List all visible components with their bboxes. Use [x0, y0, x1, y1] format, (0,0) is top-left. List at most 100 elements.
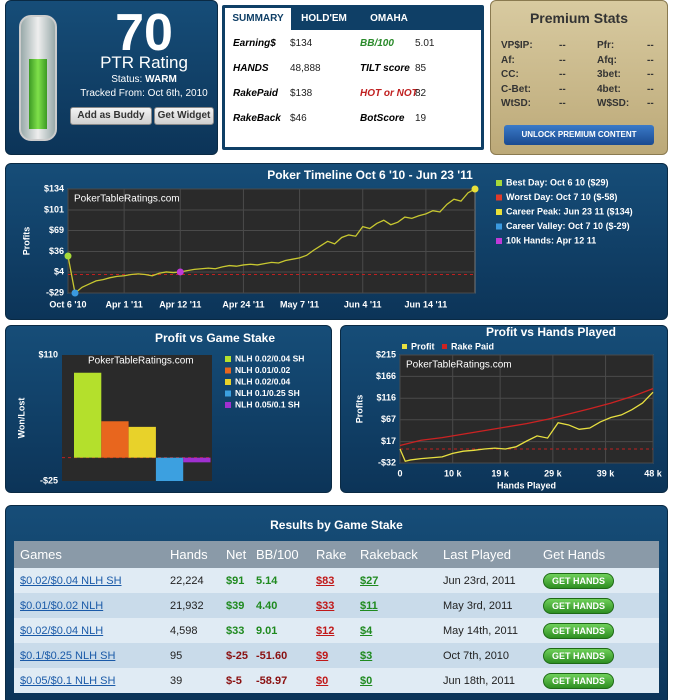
x-axis-label: Hands Played: [497, 480, 556, 490]
rake-link[interactable]: $9: [316, 649, 329, 662]
y-tick-label: $116: [376, 393, 396, 403]
get-hands-button[interactable]: GET HANDS: [543, 622, 615, 639]
tab[interactable]: HOLD'EM: [301, 13, 347, 24]
rake-link[interactable]: $83: [316, 574, 335, 587]
charts: Poker Timeline Oct 6 '10 - Jun 23 '11 Pro…: [38, 168, 654, 490]
game-link[interactable]: $0.05/$0.1 NLH SH: [20, 674, 116, 687]
stat-label: Earning$: [233, 38, 276, 49]
stat-label: BB/100: [360, 38, 394, 49]
x-tick-label: Oct 6 '10: [49, 299, 86, 309]
tab[interactable]: OMAHA: [370, 13, 408, 24]
premium-label: 3bet:: [597, 69, 621, 80]
table-cell: 22,224: [164, 568, 220, 593]
cell-value: 4.40: [256, 599, 278, 612]
rakeback-link[interactable]: $27: [360, 574, 379, 587]
buddy-button[interactable]: Add as Buddy: [70, 107, 152, 125]
rating-value: 70: [115, 4, 173, 62]
cell-value: 21,932: [170, 599, 204, 612]
table-cell: $0.1/$0.25 NLH SH: [14, 643, 164, 668]
stat-label: RakePaid: [233, 88, 279, 99]
game-link[interactable]: $0.01/$0.02 NLH: [20, 599, 104, 612]
premium-label: C-Bet:: [501, 83, 531, 95]
bar: [74, 372, 102, 458]
unlock-button[interactable]: UNLOCK PREMIUM CONTENT: [504, 125, 654, 145]
table-cell: -58.97: [250, 668, 310, 693]
watermark: PokerTableRatings.com: [406, 360, 512, 371]
widget-button[interactable]: Get Widget: [154, 107, 214, 125]
stat-label: TILT score: [360, 63, 410, 74]
cell-value: 39: [170, 674, 183, 687]
rake-link[interactable]: $0: [316, 674, 329, 687]
bar: [101, 421, 129, 458]
column-header: Get Hands: [537, 541, 659, 568]
rake-link[interactable]: $12: [316, 624, 335, 637]
stat-value: 82: [415, 88, 427, 99]
game-link[interactable]: $0.02/$0.04 NLH: [20, 624, 104, 637]
x-tick-label: 10 k: [444, 468, 463, 478]
legend-swatch: [402, 344, 407, 349]
table-cell: GET HANDS: [537, 568, 659, 593]
chart-title: Poker Timeline Oct 6 '10 - Jun 23 '11: [267, 168, 473, 182]
legend-swatch: [496, 209, 502, 215]
x-tick-label: Jun 14 '11: [405, 299, 448, 309]
premium-label: VP$IP:: [501, 40, 533, 51]
y-tick-label: $17: [381, 436, 396, 446]
table-cell: May 3rd, 2011: [437, 593, 537, 618]
event-marker: [471, 185, 479, 193]
event-marker: [176, 268, 184, 276]
stat-label: BotScore: [360, 113, 405, 124]
premium-value: --: [559, 98, 566, 109]
rakeback-link[interactable]: $3: [360, 649, 373, 662]
header-row: Games Hands Net BB/100 Rake Rakeback Last Play…: [14, 541, 659, 568]
y-axis-label: Profits: [354, 395, 364, 424]
x-tick-label: Apr 1 '11: [106, 299, 143, 309]
stat-value: $46: [290, 113, 307, 124]
rake-link[interactable]: $33: [316, 599, 335, 612]
rakeback-link[interactable]: $11: [360, 599, 378, 612]
legend-label: Best Day: Oct 6 10 ($29): [506, 177, 609, 187]
plot-area: [67, 188, 476, 294]
cell-value: Jun 18th, 2011: [443, 674, 515, 687]
cell-value: 95: [170, 649, 183, 662]
y-tick-label: $110: [38, 349, 58, 359]
table-cell: $0.01/$0.02 NLH: [14, 593, 164, 618]
column-header: Rake: [310, 541, 354, 568]
y-tick-label: -$29: [46, 287, 64, 297]
legend-label: Career Peak: Jun 23 11 ($134): [506, 206, 633, 216]
rakeback-link[interactable]: $0: [360, 674, 373, 687]
rakeback-link[interactable]: $4: [360, 624, 373, 637]
tab[interactable]: SUMMARY: [225, 8, 291, 30]
y-tick-label: $67: [381, 414, 396, 424]
legend-swatch: [496, 238, 502, 244]
table-cell: 5.14: [250, 568, 310, 593]
legend-swatch: [225, 390, 231, 397]
cell-value: 4,598: [170, 624, 198, 637]
get-hands-button[interactable]: GET HANDS: [543, 672, 615, 689]
legend-label: NLH 0.02/0.04 SH: [235, 353, 304, 363]
gauge: [19, 15, 57, 141]
game-link[interactable]: $0.02/$0.04 NLH SH: [20, 574, 122, 587]
table-cell: $0.02/$0.04 NLH: [14, 618, 164, 643]
y-tick-label: $215: [376, 349, 396, 359]
legend-label: Profit: [411, 341, 435, 351]
get-hands-button[interactable]: GET HANDS: [543, 647, 615, 664]
game-link[interactable]: $0.1/$0.25 NLH SH: [20, 649, 116, 662]
x-tick-label: Apr 12 '11: [159, 299, 201, 309]
premium-label: WtSD:: [501, 98, 531, 109]
watermark: PokerTableRatings.com: [88, 356, 194, 367]
premium-value: --: [647, 40, 654, 51]
table-cell: 4.40: [250, 593, 310, 618]
cell-value: -58.97: [256, 674, 288, 687]
table-cell: $83: [310, 568, 354, 593]
get-hands-button[interactable]: GET HANDS: [543, 597, 615, 614]
bar: [128, 426, 156, 458]
table-cell: Jun 23rd, 2011: [437, 568, 537, 593]
column-header: Last Played: [437, 541, 537, 568]
cell-value: 5.14: [256, 574, 278, 587]
table-cell: GET HANDS: [537, 668, 659, 693]
stat-value: $138: [290, 88, 313, 99]
chart-title: Profit vs Game Stake: [155, 331, 275, 345]
get-hands-button[interactable]: GET HANDS: [543, 572, 615, 589]
stat-label: HOT or NOT: [360, 88, 418, 99]
x-tick-label: Apr 24 '11: [222, 299, 264, 309]
